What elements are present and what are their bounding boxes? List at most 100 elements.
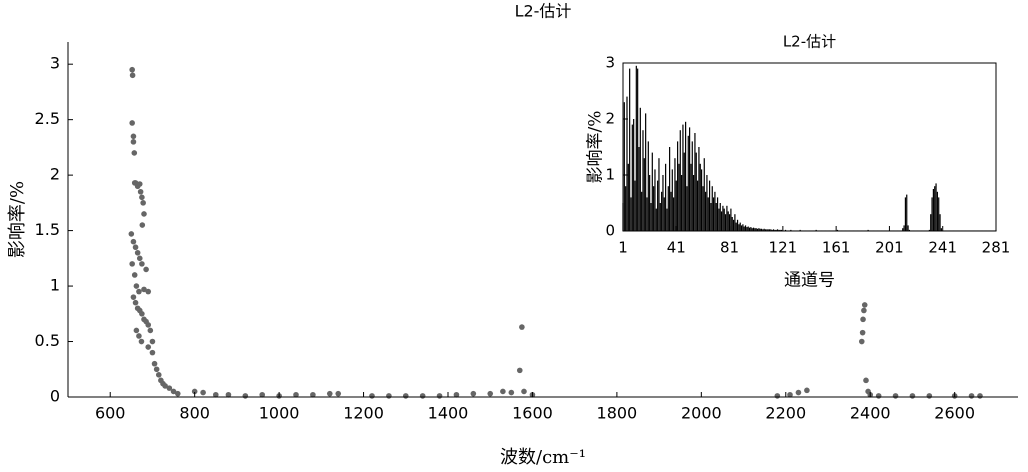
x-tick-label: 2200 bbox=[765, 404, 806, 423]
bar bbox=[904, 197, 907, 231]
bar bbox=[759, 228, 761, 231]
point bbox=[508, 389, 515, 396]
point bbox=[147, 327, 154, 334]
point bbox=[129, 261, 135, 267]
bar bbox=[685, 121, 687, 231]
point bbox=[141, 286, 147, 293]
bar bbox=[907, 225, 909, 231]
point bbox=[136, 333, 142, 339]
bar bbox=[675, 180, 677, 231]
y-tick-label: 1.5 bbox=[35, 220, 60, 239]
bar bbox=[750, 227, 752, 231]
point bbox=[861, 302, 868, 308]
x-tick-label: 241 bbox=[928, 239, 957, 257]
point bbox=[136, 288, 142, 295]
bar bbox=[903, 225, 905, 231]
bar bbox=[932, 189, 934, 231]
bar bbox=[712, 197, 715, 231]
bar bbox=[764, 229, 767, 231]
bar bbox=[637, 68, 639, 231]
bar bbox=[702, 186, 704, 231]
point bbox=[326, 390, 333, 397]
x-tick-label: 2000 bbox=[681, 404, 722, 423]
bar bbox=[645, 113, 647, 231]
y-tick-label: 0 bbox=[605, 222, 615, 240]
bar bbox=[799, 229, 801, 231]
point bbox=[141, 211, 147, 217]
bar bbox=[633, 119, 635, 231]
bar bbox=[661, 191, 663, 231]
point bbox=[137, 188, 144, 195]
bar bbox=[651, 152, 653, 231]
bar bbox=[714, 191, 716, 231]
bar bbox=[756, 228, 759, 231]
bar bbox=[930, 214, 932, 231]
point bbox=[139, 194, 145, 201]
bar bbox=[763, 228, 765, 231]
point bbox=[130, 238, 137, 245]
bar bbox=[699, 163, 701, 231]
point bbox=[487, 390, 494, 397]
bar bbox=[906, 194, 908, 231]
bar bbox=[625, 186, 627, 231]
point bbox=[860, 316, 866, 323]
point bbox=[875, 393, 882, 399]
bar bbox=[758, 228, 760, 231]
bar bbox=[703, 158, 705, 231]
point bbox=[139, 222, 146, 228]
bar bbox=[634, 180, 636, 231]
point bbox=[140, 200, 146, 206]
bar bbox=[766, 229, 768, 231]
point bbox=[138, 338, 145, 345]
x-axis-label: 波数/cm⁻¹ bbox=[500, 447, 586, 468]
bar bbox=[682, 124, 684, 231]
point bbox=[516, 367, 523, 374]
x-axis-label: 通道号 bbox=[784, 271, 835, 291]
bar bbox=[762, 229, 764, 231]
y-tick-label: 2 bbox=[605, 110, 615, 128]
y-tick-label: 2.5 bbox=[35, 109, 60, 128]
point bbox=[259, 391, 266, 398]
bar bbox=[731, 217, 733, 231]
point bbox=[170, 388, 177, 395]
y-tick-label: 0.5 bbox=[35, 331, 60, 350]
bar bbox=[724, 214, 727, 231]
point bbox=[128, 231, 135, 237]
bar bbox=[662, 175, 664, 231]
point bbox=[453, 391, 460, 398]
point bbox=[242, 393, 249, 399]
bar bbox=[836, 229, 839, 231]
bar bbox=[683, 152, 685, 231]
bar bbox=[659, 203, 661, 231]
y-tick-label: 0 bbox=[50, 387, 60, 406]
y-tick-label: 3 bbox=[50, 54, 60, 73]
point bbox=[166, 385, 173, 391]
bar bbox=[666, 208, 668, 231]
point bbox=[402, 393, 409, 399]
bar bbox=[770, 229, 772, 231]
bar bbox=[790, 229, 792, 231]
bar bbox=[663, 197, 665, 231]
x-tick-label: 2400 bbox=[850, 404, 891, 423]
point bbox=[858, 338, 865, 345]
x-tick-label: 1 bbox=[618, 239, 628, 257]
bar bbox=[631, 124, 633, 231]
bar bbox=[700, 169, 703, 231]
bar bbox=[643, 158, 645, 231]
bar bbox=[706, 175, 708, 231]
bar bbox=[775, 229, 777, 231]
bar bbox=[674, 158, 676, 231]
bar bbox=[630, 197, 632, 231]
bar bbox=[738, 224, 740, 231]
bar bbox=[627, 163, 629, 231]
point bbox=[892, 393, 899, 399]
bar bbox=[667, 186, 669, 231]
point bbox=[804, 387, 810, 394]
point bbox=[470, 390, 477, 397]
chart-title: L2-估计 bbox=[515, 2, 572, 21]
y-tick-label: 1 bbox=[605, 166, 615, 184]
bar bbox=[815, 229, 817, 231]
x-tick-label: 1600 bbox=[512, 404, 553, 423]
bar bbox=[732, 219, 735, 231]
bar bbox=[716, 197, 719, 231]
